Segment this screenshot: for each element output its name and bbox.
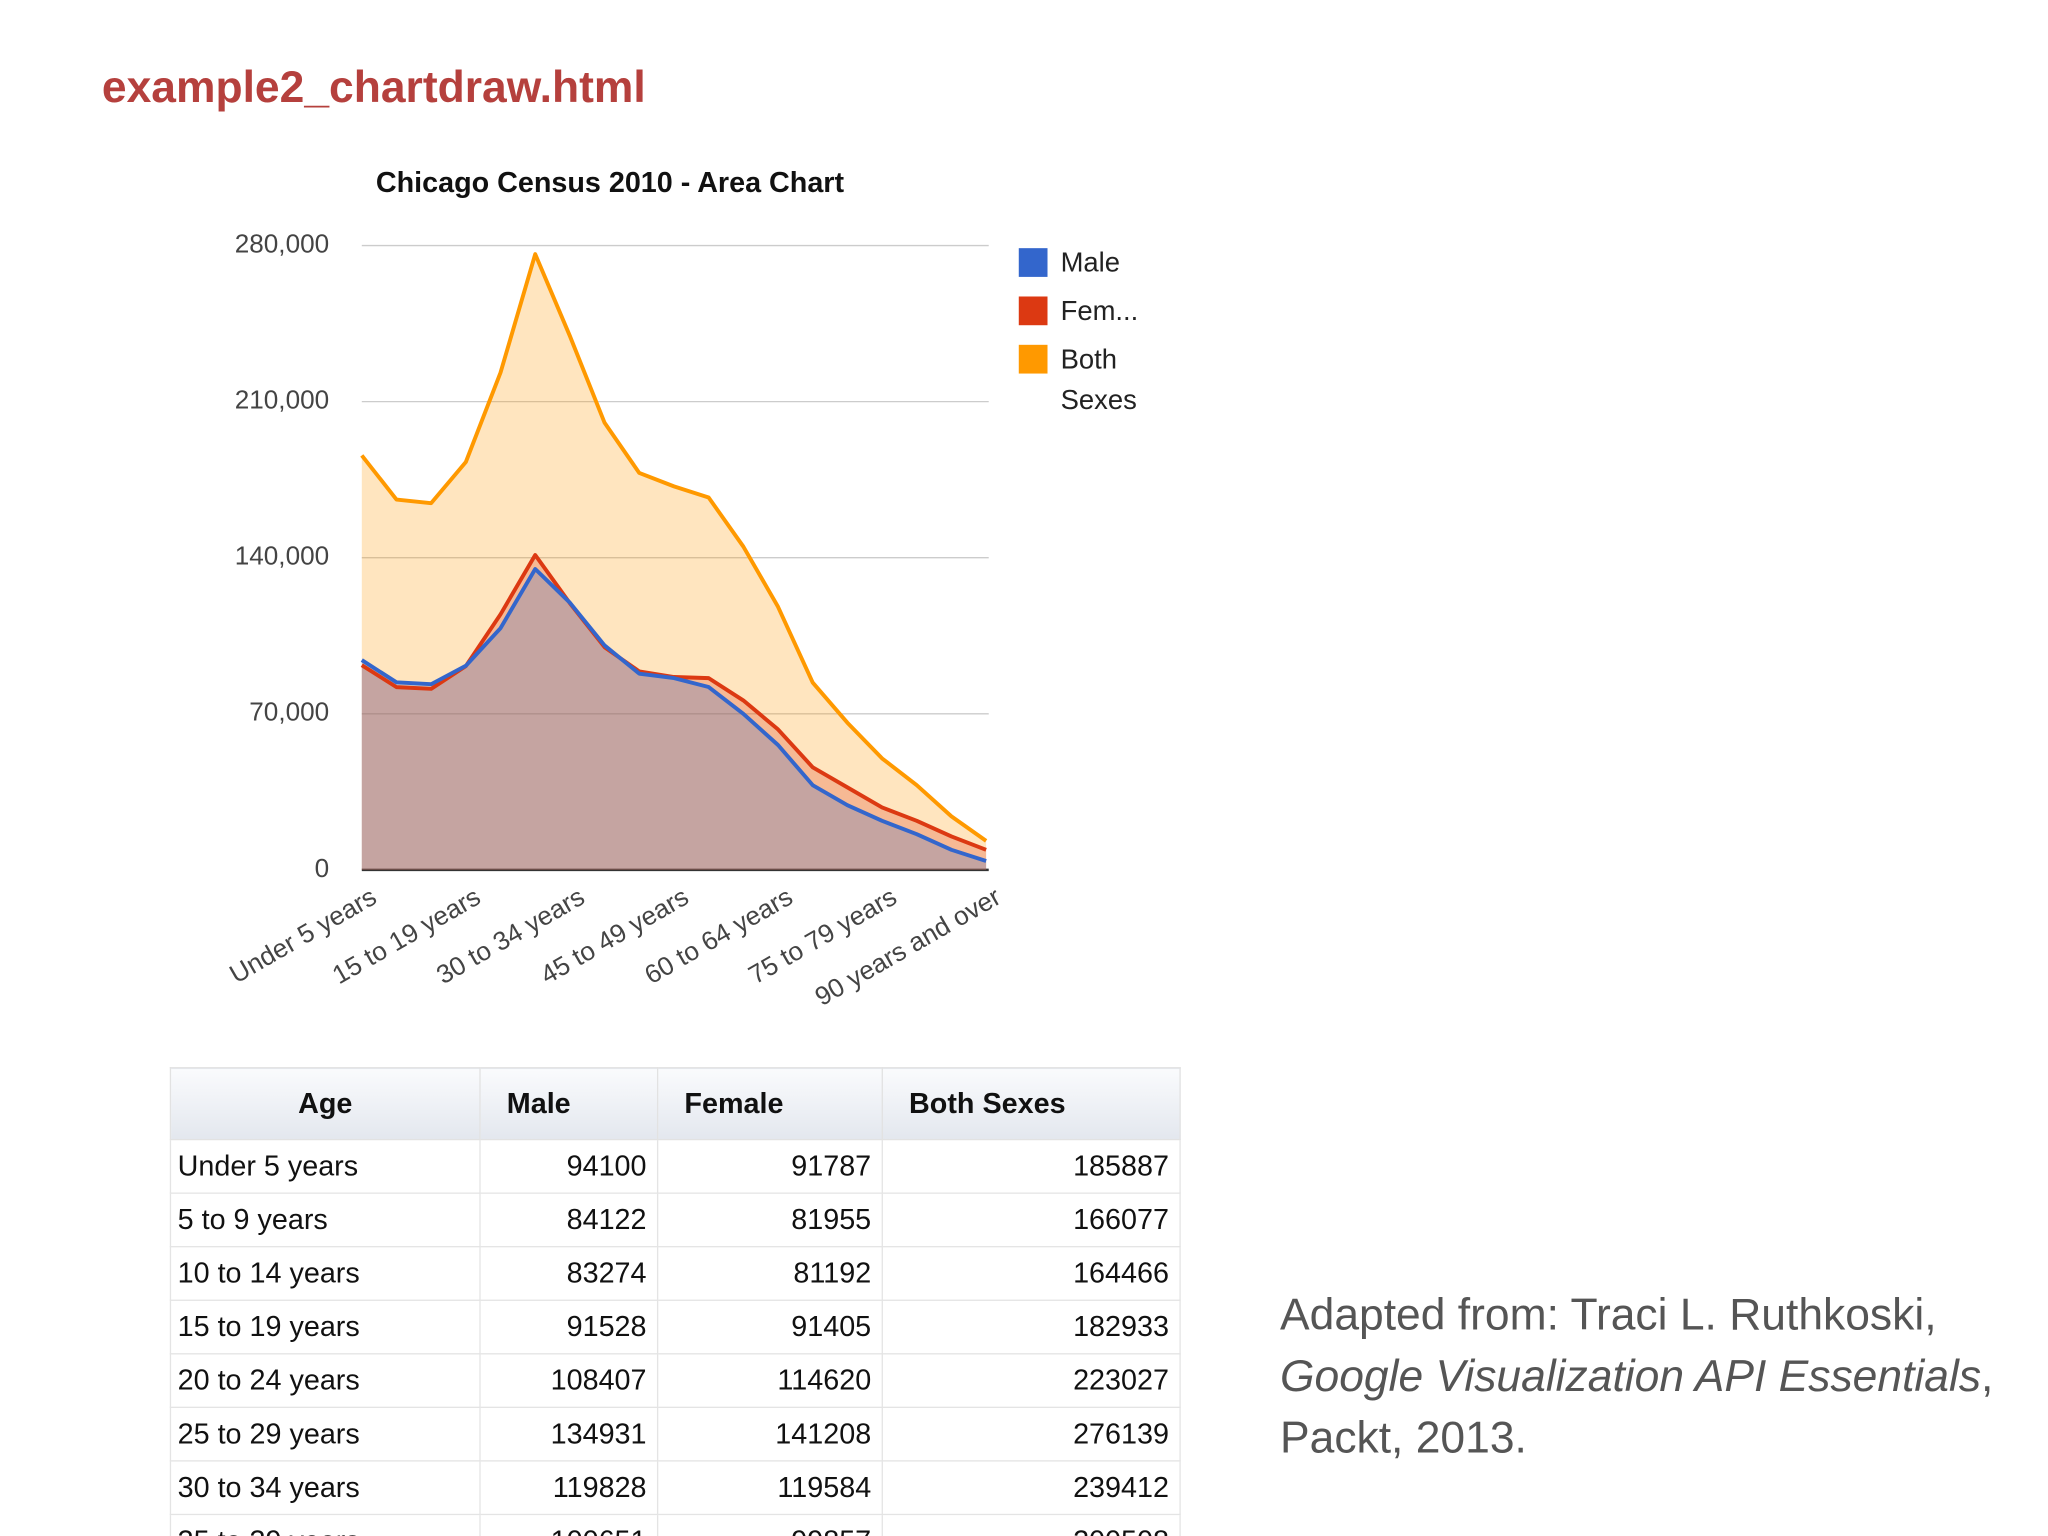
table-cell: 81192: [656, 1246, 883, 1301]
table-cell: 119828: [479, 1460, 659, 1516]
table-row: Under 5 years 94100 91787 185887: [169, 1138, 1181, 1194]
area-line: [360, 567, 987, 863]
table-cell: 200508: [881, 1513, 1181, 1536]
citation: Adapted from: Traci L. Ruthkoski, Google…: [1280, 1285, 1993, 1469]
legend-item: Fem...: [1018, 291, 1159, 331]
legend-swatch: [1018, 248, 1048, 277]
y-tick-label: 0: [315, 853, 330, 883]
legend-item: Both Sexes: [1018, 340, 1159, 421]
citation-line: Packt, 2013.: [1279, 1413, 1527, 1463]
legend-label: Fem...: [1060, 296, 1139, 327]
table-row: 30 to 34 years 119828 119584 239412: [169, 1460, 1181, 1516]
table-row: 25 to 29 years 134931 141208 276139: [169, 1406, 1181, 1462]
table-cell: 223027: [881, 1353, 1181, 1408]
table-cell: 114620: [656, 1353, 883, 1408]
column-header: Age: [169, 1067, 481, 1141]
table-cell: 91787: [656, 1138, 883, 1194]
table-cell: 15 to 19 years: [169, 1299, 481, 1355]
y-tick-label: 210,000: [235, 385, 329, 415]
table-cell: 83274: [479, 1246, 659, 1301]
legend-label: Both Sexes: [1060, 344, 1137, 416]
table-cell: 91528: [479, 1299, 659, 1355]
table-cell: 10 to 14 years: [169, 1246, 481, 1301]
y-tick-label: 280,000: [235, 228, 329, 258]
table-row: 10 to 14 years 83274 81192 164466: [169, 1246, 1181, 1301]
table-cell: 91405: [656, 1299, 883, 1355]
area: [361, 555, 987, 870]
column-header: Female: [656, 1067, 883, 1141]
table-cell: 276139: [881, 1406, 1181, 1462]
legend: Male Fem... Both Sexes: [1018, 243, 1159, 428]
table-cell: 141208: [656, 1406, 883, 1462]
column-header: Both Sexes: [881, 1067, 1181, 1141]
table-cell: 134931: [479, 1406, 659, 1462]
table-cell: 30 to 34 years: [169, 1460, 481, 1516]
table-cell: 182933: [881, 1299, 1181, 1355]
table-cell: 25 to 29 years: [169, 1406, 481, 1462]
chart-title: Chicago Census 2010 - Area Chart: [376, 167, 845, 199]
table-cell: 164466: [881, 1246, 1181, 1301]
table-row: 15 to 19 years 91528 91405 182933: [169, 1299, 1181, 1355]
area: [361, 569, 987, 870]
table-cell: Under 5 years: [169, 1138, 481, 1194]
data-table: Age Male Female Both Sexes Under 5 years 941…: [169, 1067, 1181, 1536]
legend-label: Male: [1060, 248, 1121, 279]
book-title: Google Visualization API Essentials: [1279, 1351, 1982, 1402]
table-cell: 166077: [881, 1192, 1181, 1248]
table-cell: 35 to 39 years: [169, 1513, 481, 1536]
punctuation: ,: [1981, 1351, 1994, 1402]
area: [361, 254, 987, 870]
legend-swatch: [1018, 296, 1048, 326]
table-row: 5 to 9 years 84122 81955 166077: [169, 1192, 1181, 1248]
y-tick-label: 140,000: [235, 541, 329, 571]
table-row: 20 to 24 years 108407 114620 223027: [169, 1353, 1181, 1408]
legend-swatch: [1018, 344, 1048, 374]
y-tick-label: 70,000: [249, 697, 329, 727]
table-cell: 20 to 24 years: [169, 1353, 481, 1408]
table-body: Under 5 years 94100 91787 185887 5 to 9 year…: [169, 1138, 1181, 1536]
legend-item: Male: [1018, 243, 1159, 283]
table-cell: 5 to 9 years: [169, 1192, 481, 1248]
page-title: example2_chartdraw.html: [101, 62, 646, 113]
table-cell: 185887: [881, 1138, 1181, 1194]
table-cell: 81955: [656, 1192, 883, 1248]
table-cell: 94100: [479, 1138, 659, 1194]
chart: Chicago Census 2010 - Area Chart 0 70,000…: [224, 167, 1006, 1012]
x-tick-label: 90 years and over: [810, 881, 1006, 1012]
header-row: Age Male Female Both Sexes: [169, 1067, 1181, 1141]
table-cell: 84122: [479, 1192, 659, 1248]
table-cell: 100651: [479, 1513, 659, 1536]
table-cell: 119584: [656, 1460, 883, 1516]
table-row: 35 to 39 years10065199857200508: [169, 1513, 1181, 1536]
citation-line: Google Visualization API Essentials,: [1280, 1347, 1993, 1408]
table-cell: 99857: [656, 1513, 883, 1536]
table-cell: 108407: [479, 1353, 659, 1408]
citation-line: Adapted from: Traci L. Ruthkoski,: [1279, 1290, 1937, 1341]
area-line: [360, 252, 988, 843]
column-header: Male: [479, 1067, 659, 1141]
table-cell: 239412: [881, 1460, 1181, 1516]
